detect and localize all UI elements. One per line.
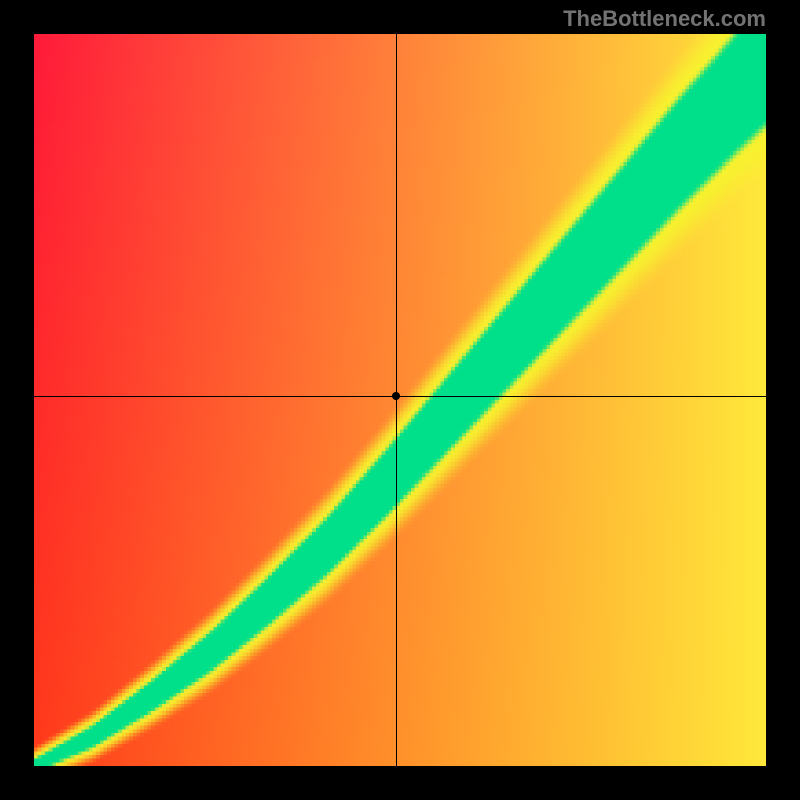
crosshair-marker bbox=[392, 392, 400, 400]
chart-container: TheBottleneck.com bbox=[0, 0, 800, 800]
watermark-text: TheBottleneck.com bbox=[563, 6, 766, 32]
heatmap-plot bbox=[34, 34, 766, 766]
